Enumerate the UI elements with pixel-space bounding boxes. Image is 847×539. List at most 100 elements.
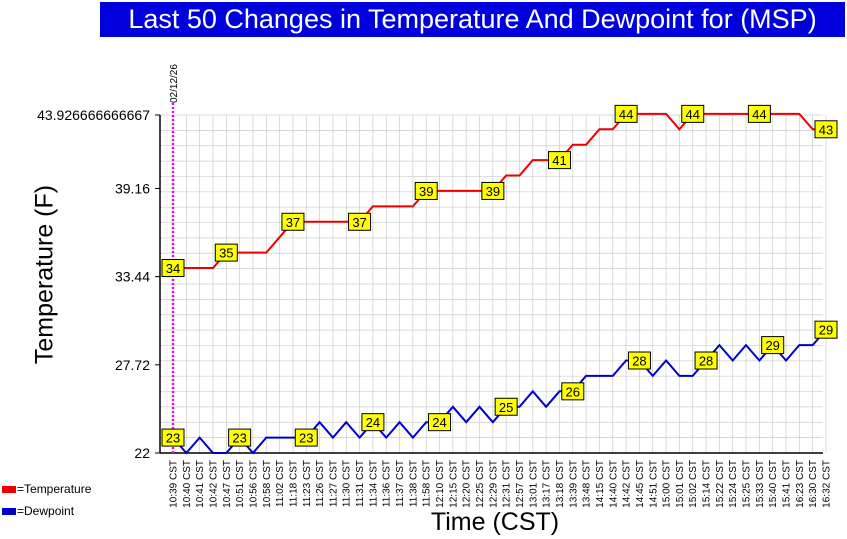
data-label-box — [161, 428, 185, 447]
x-tick-label: 15:41 CST — [782, 460, 793, 508]
data-label-text: 29 — [765, 338, 779, 353]
data-label-dewpoint: 25 — [494, 397, 518, 416]
x-tick-label: 10:40 CST — [182, 460, 193, 508]
data-label-dewpoint: 23 — [161, 428, 185, 447]
x-tick-label: 16:32 CST — [822, 460, 833, 508]
x-tick-label: 10:39 CST — [169, 460, 180, 508]
data-label-box — [161, 259, 185, 278]
data-label-temperature: 44 — [614, 104, 638, 123]
data-label-text: 24 — [432, 415, 446, 430]
x-tick-label: 16:23 CST — [795, 460, 806, 508]
data-label-text: 26 — [566, 384, 580, 399]
x-tick-label: 13:17 CST — [542, 460, 553, 508]
legend-label-temperature: Temperature — [24, 482, 92, 496]
x-tick-label: 10:41 CST — [195, 460, 206, 508]
data-label-dewpoint: 28 — [627, 351, 651, 370]
y-tick-label: 43.926666666667 — [37, 107, 150, 123]
data-label-box — [547, 151, 571, 170]
data-label-text: 37 — [286, 215, 300, 230]
data-label-box — [494, 397, 518, 416]
x-tick-label: 15:00 CST — [662, 460, 673, 508]
data-label-dewpoint: 24 — [428, 413, 452, 432]
y-axis-label: Temperature (F) — [30, 184, 59, 365]
data-label-box — [627, 351, 651, 370]
x-tick-label: 14:15 CST — [595, 460, 606, 508]
x-tick-label: 15:02 CST — [688, 460, 699, 508]
data-label-text: 34 — [166, 261, 180, 276]
x-tick-label: 14:45 CST — [635, 460, 646, 508]
data-label-text: 43 — [819, 122, 833, 137]
data-label-dewpoint: 24 — [361, 413, 385, 432]
x-tick-label: 11:38 CST — [408, 460, 419, 507]
data-label-temperature: 37 — [281, 212, 305, 231]
data-label-text: 44 — [752, 107, 766, 122]
data-label-box — [428, 413, 452, 432]
data-label-box — [761, 336, 785, 355]
x-tick-label: 13:01 CST — [528, 460, 539, 508]
data-label-dewpoint: 29 — [814, 320, 838, 339]
data-label-box — [228, 428, 252, 447]
y-tick-label: 39.16 — [115, 180, 150, 196]
data-label-dewpoint: 23 — [228, 428, 252, 447]
x-tick-label: 10:58 CST — [262, 460, 273, 508]
x-tick-label: 13:39 CST — [568, 460, 579, 508]
data-label-temperature: 37 — [348, 212, 372, 231]
x-tick-label: 11:18 CST — [288, 460, 299, 507]
x-tick-label: 11:36 CST — [382, 460, 393, 507]
legend-swatch-temperature — [2, 485, 16, 493]
data-label-text: 23 — [232, 431, 246, 446]
data-label-text: 39 — [486, 184, 500, 199]
x-tick-label: 11:26 CST — [315, 460, 326, 507]
x-tick-label: 14:42 CST — [622, 460, 633, 508]
data-label-box — [681, 104, 705, 123]
x-tick-label: 11:30 CST — [342, 460, 353, 507]
date-marker-label: 02/12/26 — [169, 64, 180, 103]
x-tick-label: 12:20 CST — [462, 460, 473, 508]
data-label-box — [294, 428, 318, 447]
x-tick-label: 14:51 CST — [648, 460, 659, 508]
data-label-temperature: 44 — [747, 104, 771, 123]
x-tick-label: 13:18 CST — [555, 460, 566, 508]
x-tick-label: 12:15 CST — [448, 460, 459, 508]
x-tick-label: 14:40 CST — [608, 460, 619, 508]
x-tick-label: 15:24 CST — [728, 460, 739, 508]
data-label-box — [281, 212, 305, 231]
data-label-box — [348, 212, 372, 231]
data-label-box — [361, 413, 385, 432]
y-tick-label: 22 — [134, 445, 150, 461]
data-label-temperature: 43 — [814, 120, 838, 139]
data-label-text: 44 — [686, 107, 700, 122]
x-tick-label: 15:01 CST — [675, 460, 686, 508]
data-label-box — [214, 243, 238, 262]
legend-dewpoint: = Dewpoint — [2, 504, 74, 518]
x-tick-label: 11:23 CST — [302, 460, 313, 507]
data-label-dewpoint: 23 — [294, 428, 318, 447]
data-label-temperature: 41 — [547, 151, 571, 170]
date-marker: 02/12/26 — [169, 64, 180, 453]
data-label-temperature: 34 — [161, 259, 185, 278]
data-label-box — [481, 181, 505, 200]
chart-title: Last 50 Changes in Temperature And Dewpo… — [100, 2, 845, 37]
data-label-text: 28 — [699, 354, 713, 369]
data-label-temperature: 44 — [681, 104, 705, 123]
x-tick-label: 10:42 CST — [208, 460, 219, 508]
x-tick-label: 12:10 CST — [435, 460, 446, 508]
x-tick-label: 11:58 CST — [422, 460, 433, 507]
legend-label-dewpoint: Dewpoint — [24, 504, 75, 518]
x-tick-label: 15:40 CST — [768, 460, 779, 508]
data-label-text: 41 — [552, 153, 566, 168]
data-label-box — [814, 120, 838, 139]
legend-swatch-dewpoint — [2, 507, 16, 515]
data-label-box — [414, 181, 438, 200]
data-label-text: 25 — [499, 400, 513, 415]
data-label-temperature: 39 — [414, 181, 438, 200]
x-tick-label: 10:56 CST — [248, 460, 259, 508]
x-tick-label: 12:29 CST — [488, 460, 499, 508]
x-tick-label: 12:31 CST — [502, 460, 513, 508]
x-tick-label: 16:30 CST — [808, 460, 819, 508]
data-label-text: 29 — [819, 323, 833, 338]
x-tick-label: 15:25 CST — [742, 460, 753, 508]
data-label-text: 28 — [632, 354, 646, 369]
x-tick-label: 11:34 CST — [368, 460, 379, 507]
